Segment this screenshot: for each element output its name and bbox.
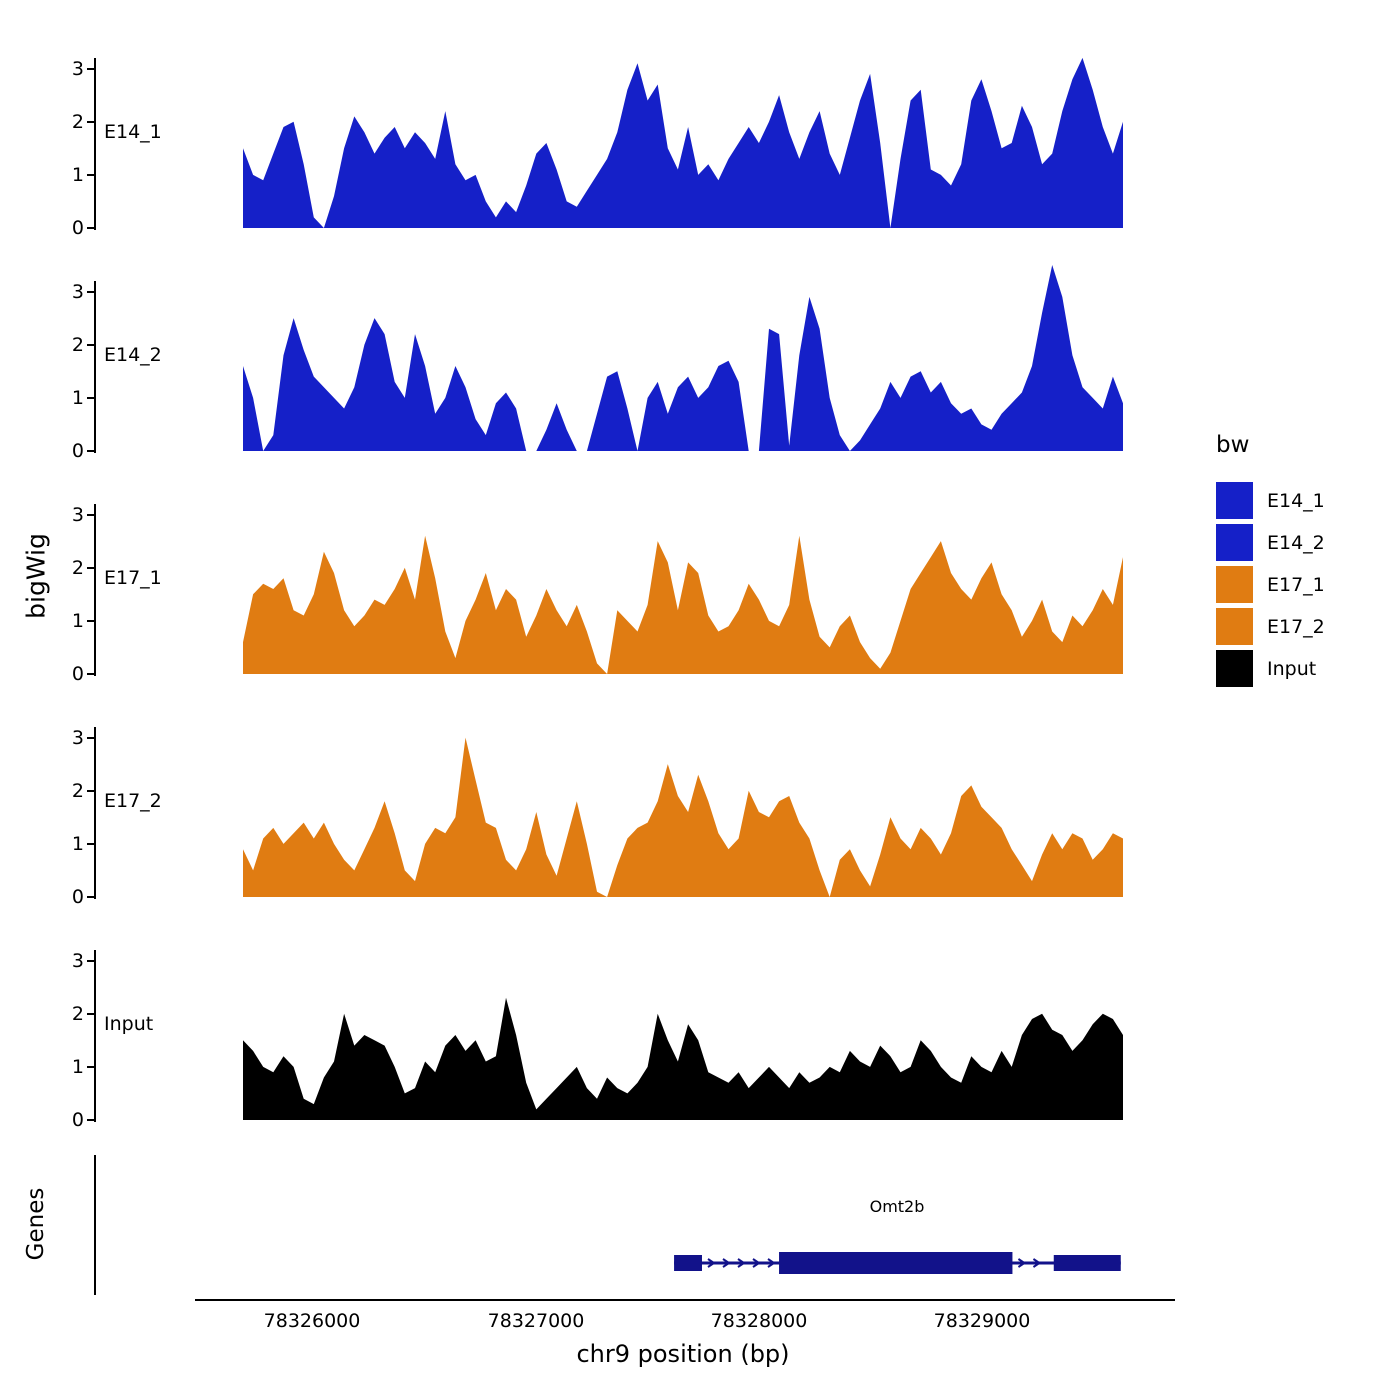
track-label-e17-2: E17_2 [104, 790, 162, 812]
legend-title: bw [1216, 432, 1250, 458]
track-panel-input: 3 2 1 0 Input [0, 922, 1190, 1131]
y-tick-label: 0 [71, 217, 84, 239]
x-tick-label: 78326000 [263, 1310, 361, 1332]
gene-name-label: Omt2b [869, 1197, 925, 1216]
x-tick-label: 78329000 [933, 1310, 1031, 1332]
y-tick-label: 3 [71, 950, 84, 972]
y-tick-label: 3 [71, 504, 84, 526]
y-tick-label: 2 [71, 1003, 84, 1025]
strand-arrow-icon [1032, 1258, 1042, 1268]
y-tick-label: 1 [71, 387, 84, 409]
legend-label: E14_2 [1267, 531, 1325, 554]
legend: bw E14_1 E14_2 E17_1 E17_2 Input [1216, 432, 1325, 692]
legend-item-e17-2: E17_2 [1216, 608, 1325, 645]
y-axis-line [94, 727, 96, 899]
y-tick-label: 1 [71, 610, 84, 632]
y-tick-label: 0 [71, 1109, 84, 1131]
y-tick-label: 2 [71, 334, 84, 356]
strand-arrow-icon [1017, 1258, 1027, 1268]
track-label-e14-2: E14_2 [104, 344, 162, 366]
coverage-area-e14-2 [243, 265, 1123, 451]
y-tick-label: 0 [71, 886, 84, 908]
legend-item-e14-2: E14_2 [1216, 524, 1325, 561]
y-tick-mark [87, 620, 96, 622]
track-label-e14-1: E14_1 [104, 121, 162, 143]
y-tick-label: 3 [71, 727, 84, 749]
track-panel-e14-2: 3 2 1 0 E14_2 [0, 253, 1190, 462]
genes-axis-line [94, 1155, 96, 1295]
x-axis-title: chr9 position (bp) [576, 1340, 790, 1368]
legend-label: Input [1267, 657, 1317, 680]
track-label-e17-1: E17_1 [104, 567, 162, 589]
y-tick-label: 1 [71, 833, 84, 855]
x-tick-label: 78328000 [710, 1310, 808, 1332]
y-tick-mark [87, 737, 96, 739]
y-tick-mark [87, 344, 96, 346]
legend-label: E14_1 [1267, 489, 1325, 512]
y-tick-mark [87, 68, 96, 70]
y-tick-label: 2 [71, 557, 84, 579]
y-tick-label: 3 [71, 58, 84, 80]
gene-exon [674, 1255, 702, 1271]
legend-swatch-e14-1 [1216, 482, 1253, 519]
coverage-area-e17-1 [243, 535, 1123, 674]
y-tick-mark [87, 673, 96, 675]
y-axis-line [94, 58, 96, 230]
y-tick-label: 0 [71, 663, 84, 685]
strand-arrow-icon [722, 1258, 731, 1268]
gene-model-omt2b [674, 1252, 1121, 1274]
y-tick-mark [87, 227, 96, 229]
y-tick-mark [87, 121, 96, 123]
track-panel-e14-1: 3 2 1 0 E14_1 [0, 30, 1190, 239]
coverage-area-input [243, 997, 1123, 1120]
y-tick-label: 2 [71, 111, 84, 133]
y-tick-label: 1 [71, 164, 84, 186]
y-tick-mark [87, 1013, 96, 1015]
y-tick-mark [87, 960, 96, 962]
y-tick-mark [87, 1066, 96, 1068]
y-tick-label: 3 [71, 281, 84, 303]
x-tick-labels: 78326000 78327000 78328000 78329000 [243, 1310, 1123, 1336]
legend-item-e17-1: E17_1 [1216, 566, 1325, 603]
legend-swatch-input [1216, 650, 1253, 687]
y-axis-line [94, 950, 96, 1122]
track-label-input: Input [104, 1013, 154, 1035]
track-panel-e17-2: 3 2 1 0 E17_2 [0, 699, 1190, 908]
y-tick-mark [87, 790, 96, 792]
strand-arrow-icon [707, 1258, 716, 1268]
track-panel-e17-1: 3 2 1 0 E17_1 [0, 476, 1190, 685]
y-tick-mark [87, 567, 96, 569]
y-tick-mark [87, 514, 96, 516]
legend-item-input: Input [1216, 650, 1325, 687]
y-tick-mark [87, 843, 96, 845]
legend-swatch-e17-1 [1216, 566, 1253, 603]
legend-swatch-e14-2 [1216, 524, 1253, 561]
strand-arrow-icon [767, 1258, 776, 1268]
legend-item-e14-1: E14_1 [1216, 482, 1325, 519]
y-tick-label: 0 [71, 440, 84, 462]
coverage-area-e14-1 [243, 57, 1123, 229]
y-axis-line [94, 504, 96, 676]
strand-arrow-icon [752, 1258, 761, 1268]
coverage-area-e17-2 [243, 737, 1123, 897]
gene-exon [1053, 1255, 1121, 1271]
y-tick-mark [87, 291, 96, 293]
y-tick-mark [87, 896, 96, 898]
y-tick-label: 2 [71, 780, 84, 802]
x-tick-label: 78327000 [487, 1310, 585, 1332]
y-tick-mark [87, 1119, 96, 1121]
legend-swatch-e17-2 [1216, 608, 1253, 645]
x-axis-line [195, 1299, 1175, 1301]
y-tick-label: 1 [71, 1056, 84, 1078]
y-tick-mark [87, 450, 96, 452]
genes-panel: Omt2b [0, 1155, 1190, 1295]
gene-exon [779, 1252, 1013, 1274]
legend-label: E17_1 [1267, 573, 1325, 596]
y-axis-line [94, 281, 96, 453]
strand-arrow-icon [737, 1258, 746, 1268]
y-tick-mark [87, 174, 96, 176]
legend-label: E17_2 [1267, 615, 1325, 638]
y-tick-mark [87, 397, 96, 399]
